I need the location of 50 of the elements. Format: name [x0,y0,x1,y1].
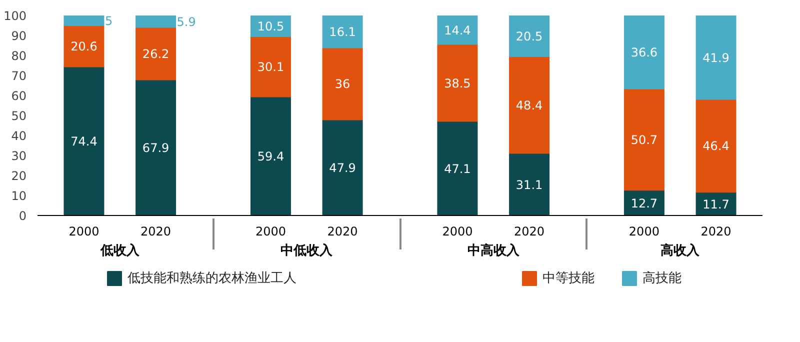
x-tick-label: 2020 [700,224,732,238]
legend-label: 中等技能 [542,271,594,286]
data-label: 20.6 [70,40,98,54]
data-label: 48.4 [516,98,543,112]
y-tick-label: 40 [11,129,27,143]
text: 中低收入 [280,242,334,258]
y-tick-label: 20 [11,169,27,183]
data-label: 41.9 [702,50,730,65]
data-label: 16.1 [329,25,356,40]
data-label: 31.1 [516,178,543,192]
y-tick-label: 0 [18,209,27,223]
y-tick-label: 100 [4,9,26,23]
data-label: 47.1 [444,162,471,176]
data-label: 5.9 [176,14,196,29]
data-label: 30.1 [257,60,284,74]
y-tick-label: 10 [11,189,27,203]
x-tick-label: 2000 [628,224,660,238]
data-label: 20.5 [516,30,543,44]
x-tick-label: 2000 [255,224,286,238]
text: 中高收入 [467,242,520,258]
data-label: 26.2 [142,47,170,61]
data-label: 36.6 [630,46,658,60]
data-label: 46.4 [702,139,730,154]
data-label: 5 [104,14,113,28]
data-label: 12.7 [630,196,658,210]
data-label: 74.4 [70,134,98,149]
data-label: 50.7 [630,132,658,147]
data-label: 38.5 [444,76,471,90]
data-label: 47.9 [329,161,356,176]
legend-label: 高技能 [642,270,682,286]
y-tick-label: 70 [11,69,27,83]
text: 高收入 [660,242,701,258]
data-label: 10.5 [257,20,284,34]
x-tick-label: 2000 [442,224,473,238]
data-label: 36 [334,77,350,92]
x-tick-label: 2020 [140,224,172,238]
x-tick-label: 2020 [514,224,545,238]
x-tick-label: 2000 [68,224,100,238]
y-tick-label: 90 [11,29,27,43]
y-tick-label: 60 [11,89,27,103]
y-tick-label: 80 [11,49,27,63]
data-label: 11.7 [702,197,730,212]
data-label: 67.9 [142,141,170,156]
data-label: 59.4 [257,150,284,164]
legend-label: 低技能和熟练的农林渔业工人 [128,271,296,286]
y-tick-label: 30 [11,149,27,163]
y-tick-label: 50 [11,109,27,123]
text: 低收入 [99,242,140,258]
x-tick-label: 2020 [327,224,358,238]
data-label: 14.4 [444,23,471,38]
